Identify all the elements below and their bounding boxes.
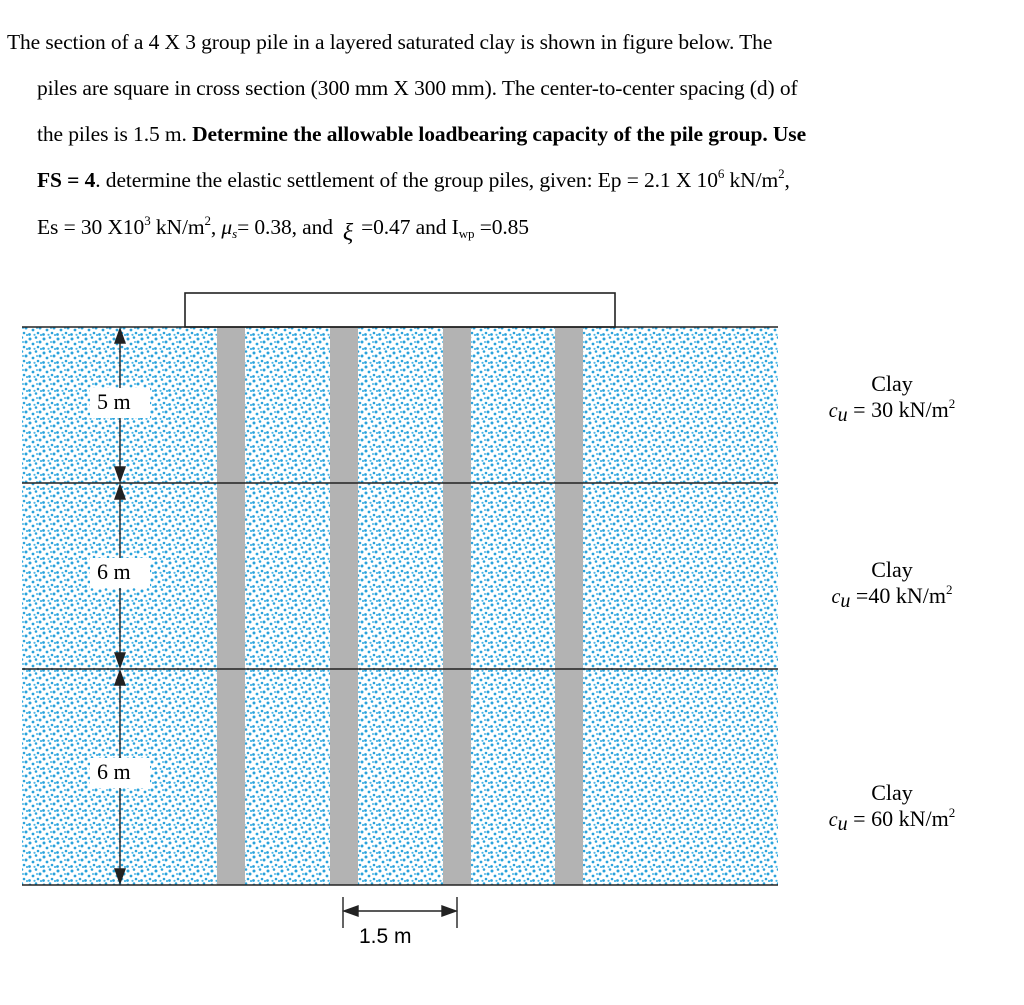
undrained-cohesion: cu =40 kN/m2 xyxy=(831,582,953,612)
problem-line-1: The section of a 4 X 3 group pile in a l… xyxy=(7,30,773,54)
layer-1-soil-label: Clay cu = 30 kN/m2 xyxy=(792,371,992,426)
poisson-ratio-symbol: μ xyxy=(221,215,233,239)
problem-line-3-text: the piles is 1.5 m. xyxy=(37,122,193,146)
soil-type: Clay xyxy=(871,557,913,582)
spacing-dimension xyxy=(341,897,459,928)
layer-1-thickness: 5 m xyxy=(97,389,131,414)
layer-3-thickness: 6 m xyxy=(97,759,131,784)
undrained-cohesion: cu = 60 kN/m2 xyxy=(828,805,956,835)
soil-type: Clay xyxy=(871,780,913,805)
problem-line-5: Es = 30 X103 kN/m2, μs= 0.38, and ξ =0.47 … xyxy=(37,213,529,246)
undrained-cohesion: cu = 30 kN/m2 xyxy=(828,396,956,426)
soil-type: Clay xyxy=(871,371,913,396)
layer-2-thickness: 6 m xyxy=(97,559,131,584)
factor-of-safety: FS = 4 xyxy=(37,168,96,192)
xi-symbol: ξ xyxy=(342,220,354,246)
problem-line-3: the piles is 1.5 m. Determine the allowa… xyxy=(37,122,806,147)
pile-4 xyxy=(555,327,583,885)
layer-2-soil-label: Clay cu =40 kN/m2 xyxy=(792,557,992,612)
problem-line-2: piles are square in cross section (300 m… xyxy=(37,76,798,100)
pile-cap xyxy=(184,292,616,328)
problem-task-bold: Determine the allowable loadbearing capa… xyxy=(192,122,807,146)
pile-2 xyxy=(330,327,358,885)
pile-3 xyxy=(443,327,471,885)
layer-3-soil-label: Clay cu = 60 kN/m2 xyxy=(792,780,992,835)
problem-line-4: FS = 4. determine the elastic settlement… xyxy=(37,166,790,192)
pile-spacing-label: 1.5 m xyxy=(359,925,412,948)
pile-1 xyxy=(217,327,245,885)
